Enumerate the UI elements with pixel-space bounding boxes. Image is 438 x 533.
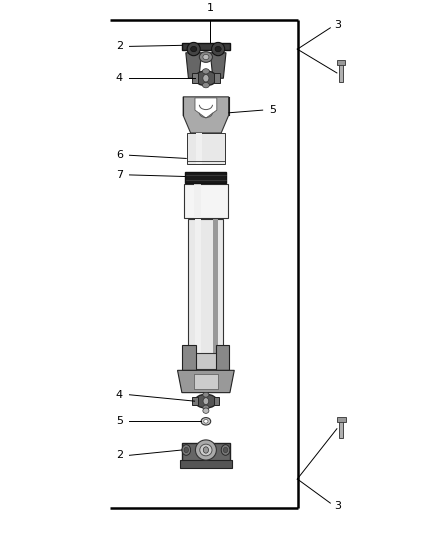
Bar xyxy=(196,133,202,164)
Polygon shape xyxy=(215,345,230,370)
Ellipse shape xyxy=(215,46,221,52)
Polygon shape xyxy=(183,97,229,133)
Text: 4: 4 xyxy=(116,73,123,83)
Ellipse shape xyxy=(223,447,228,453)
Bar xyxy=(184,184,228,219)
Text: 2: 2 xyxy=(116,42,123,51)
Bar xyxy=(337,60,345,65)
Bar xyxy=(339,63,343,82)
Bar xyxy=(185,172,226,183)
Polygon shape xyxy=(195,98,217,118)
Text: 6: 6 xyxy=(116,150,123,160)
Ellipse shape xyxy=(200,444,212,456)
Bar xyxy=(337,416,346,422)
Ellipse shape xyxy=(203,54,209,60)
Ellipse shape xyxy=(203,447,208,453)
Ellipse shape xyxy=(184,447,188,453)
Polygon shape xyxy=(186,53,201,78)
Text: 5: 5 xyxy=(269,105,276,115)
Text: 5: 5 xyxy=(116,416,123,426)
Bar xyxy=(192,74,198,83)
Ellipse shape xyxy=(203,392,209,397)
Bar xyxy=(187,133,225,164)
Bar xyxy=(182,443,230,462)
Bar xyxy=(182,43,230,50)
Ellipse shape xyxy=(195,440,216,460)
Ellipse shape xyxy=(202,69,209,74)
Text: 3: 3 xyxy=(334,500,341,511)
Bar xyxy=(192,397,198,406)
Ellipse shape xyxy=(187,43,200,55)
Text: 2: 2 xyxy=(116,450,123,461)
Ellipse shape xyxy=(202,83,209,88)
Bar xyxy=(214,74,219,83)
Ellipse shape xyxy=(201,417,211,425)
Ellipse shape xyxy=(203,405,209,410)
Ellipse shape xyxy=(199,52,212,62)
Ellipse shape xyxy=(203,408,209,414)
Text: 1: 1 xyxy=(207,4,214,13)
Ellipse shape xyxy=(203,398,209,405)
Polygon shape xyxy=(210,53,226,78)
Bar xyxy=(339,419,343,438)
Text: 3: 3 xyxy=(334,20,341,30)
Bar xyxy=(188,219,223,368)
Ellipse shape xyxy=(182,445,191,455)
Ellipse shape xyxy=(191,46,197,52)
Polygon shape xyxy=(177,370,234,393)
Ellipse shape xyxy=(212,43,225,55)
Bar xyxy=(187,353,225,369)
Bar xyxy=(180,461,232,469)
Ellipse shape xyxy=(195,394,217,408)
Bar xyxy=(194,374,218,390)
Ellipse shape xyxy=(204,419,208,423)
Ellipse shape xyxy=(221,445,230,455)
Ellipse shape xyxy=(203,75,209,82)
Bar xyxy=(195,219,201,368)
Bar xyxy=(213,219,218,368)
Text: 4: 4 xyxy=(116,390,123,400)
Bar xyxy=(214,397,219,406)
Bar xyxy=(194,184,201,219)
Polygon shape xyxy=(182,345,196,370)
Ellipse shape xyxy=(195,71,217,86)
Text: 7: 7 xyxy=(116,170,123,180)
